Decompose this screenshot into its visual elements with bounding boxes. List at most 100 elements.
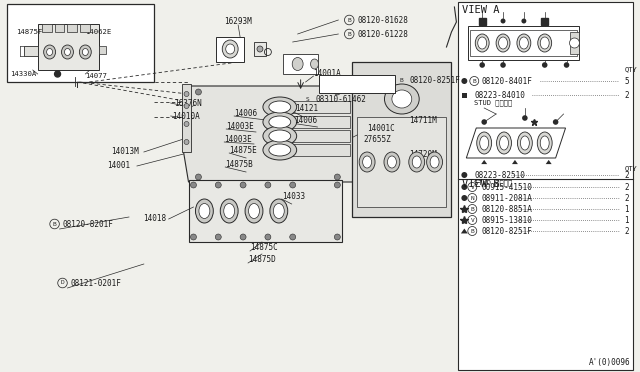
Text: 27655Z: 27655Z	[363, 135, 391, 144]
Ellipse shape	[310, 59, 319, 69]
Text: 14001A: 14001A	[314, 68, 341, 77]
Bar	[81, 24, 90, 32]
Circle shape	[334, 182, 340, 188]
Ellipse shape	[363, 156, 372, 168]
Text: 08120-8251F: 08120-8251F	[410, 76, 461, 84]
Ellipse shape	[245, 199, 263, 223]
Ellipse shape	[269, 130, 291, 142]
Ellipse shape	[392, 90, 412, 108]
Text: 08121-0201F: 08121-0201F	[70, 279, 122, 288]
Ellipse shape	[222, 40, 238, 58]
Circle shape	[542, 62, 547, 68]
Circle shape	[334, 89, 340, 95]
Text: 2: 2	[625, 90, 629, 99]
Text: B: B	[52, 221, 56, 227]
Text: 1: 1	[625, 205, 629, 214]
Ellipse shape	[273, 203, 284, 218]
Ellipse shape	[477, 37, 486, 49]
Text: A'(0)0096: A'(0)0096	[588, 357, 630, 366]
Text: 14720M: 14720M	[409, 150, 436, 158]
Circle shape	[195, 89, 202, 95]
Text: 08120-8401F: 08120-8401F	[481, 77, 532, 86]
Text: 08120-8251F: 08120-8251F	[481, 227, 532, 235]
Text: STUD スタッド: STUD スタッド	[474, 100, 513, 106]
Bar	[541, 18, 548, 25]
Text: 14062E: 14062E	[85, 29, 111, 35]
Ellipse shape	[269, 101, 291, 113]
Bar	[291, 144, 350, 156]
Text: 14001C: 14001C	[367, 124, 395, 132]
Text: 14033: 14033	[282, 192, 305, 201]
Text: STUD スタッド: STUD スタッド	[474, 180, 513, 186]
Circle shape	[195, 174, 202, 180]
Text: 14077: 14077	[85, 73, 108, 79]
Text: B: B	[348, 32, 351, 36]
Circle shape	[290, 182, 296, 188]
Ellipse shape	[537, 132, 552, 154]
Ellipse shape	[263, 126, 297, 146]
Text: S: S	[306, 96, 310, 102]
Text: VIEW B: VIEW B	[462, 179, 500, 189]
Ellipse shape	[385, 84, 419, 114]
Bar	[42, 24, 52, 32]
Text: QTY: QTY	[625, 165, 638, 171]
Ellipse shape	[496, 34, 510, 52]
Circle shape	[500, 62, 506, 68]
Ellipse shape	[292, 58, 303, 71]
Circle shape	[265, 234, 271, 240]
Ellipse shape	[477, 132, 492, 154]
Circle shape	[564, 62, 570, 68]
Text: 2: 2	[625, 193, 629, 202]
Circle shape	[522, 115, 527, 121]
Bar	[352, 62, 451, 217]
Text: 08915-13810: 08915-13810	[481, 215, 532, 224]
Circle shape	[240, 182, 246, 188]
Bar	[458, 2, 633, 370]
Text: 08120-61228: 08120-61228	[357, 29, 408, 38]
Bar	[99, 46, 106, 54]
Text: 14003E: 14003E	[224, 135, 252, 144]
Circle shape	[184, 92, 189, 96]
Ellipse shape	[540, 37, 549, 49]
Ellipse shape	[65, 48, 70, 55]
Ellipse shape	[499, 37, 508, 49]
Ellipse shape	[409, 152, 425, 172]
Polygon shape	[546, 160, 552, 164]
Ellipse shape	[61, 45, 74, 59]
Text: 08310-61462: 08310-61462	[316, 94, 366, 103]
Polygon shape	[481, 160, 487, 164]
Text: 2: 2	[625, 170, 629, 180]
Bar	[182, 84, 191, 152]
Circle shape	[461, 184, 467, 190]
Bar	[468, 26, 579, 60]
Circle shape	[461, 172, 467, 178]
Text: 14875D: 14875D	[248, 256, 276, 264]
Bar	[357, 117, 447, 207]
Text: 14006: 14006	[294, 115, 317, 125]
Ellipse shape	[47, 48, 52, 55]
Circle shape	[481, 119, 487, 125]
Ellipse shape	[430, 156, 439, 168]
Text: 14875B: 14875B	[225, 160, 253, 169]
Circle shape	[191, 234, 196, 240]
Ellipse shape	[427, 152, 442, 172]
Circle shape	[334, 174, 340, 180]
Bar	[254, 42, 266, 56]
Ellipse shape	[224, 203, 235, 218]
Ellipse shape	[83, 48, 88, 55]
Ellipse shape	[387, 156, 396, 168]
Ellipse shape	[476, 34, 489, 52]
Text: 16293M: 16293M	[224, 16, 252, 26]
Text: 08223-82510: 08223-82510	[474, 170, 525, 180]
Text: 14003E: 14003E	[226, 122, 254, 131]
Text: 16376N: 16376N	[173, 99, 202, 108]
Ellipse shape	[480, 136, 489, 150]
Text: V: V	[470, 218, 474, 222]
Ellipse shape	[220, 199, 238, 223]
Bar	[479, 18, 486, 25]
Text: QTY: QTY	[625, 66, 638, 72]
Ellipse shape	[269, 144, 291, 156]
Ellipse shape	[269, 116, 291, 128]
Text: 14711M: 14711M	[409, 115, 436, 125]
Circle shape	[553, 119, 559, 125]
